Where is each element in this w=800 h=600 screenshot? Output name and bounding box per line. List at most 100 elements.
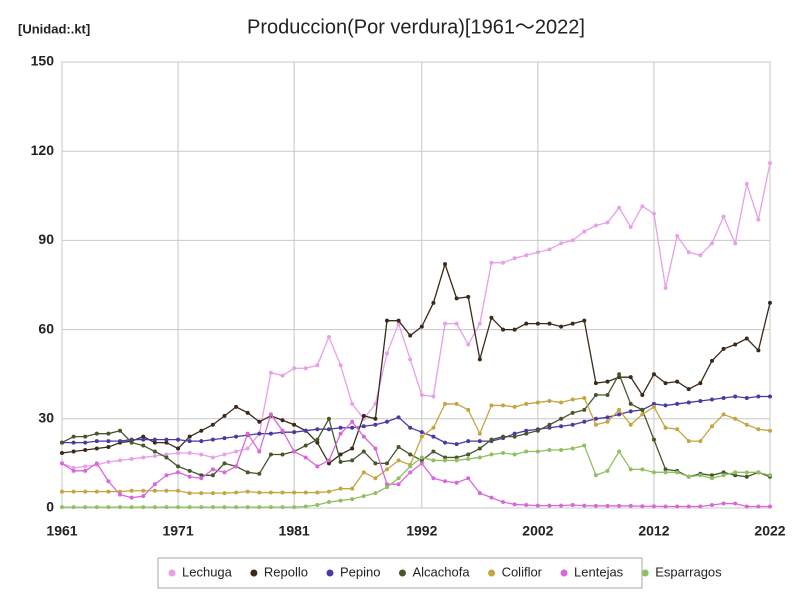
data-point: [768, 161, 772, 166]
data-point: [315, 437, 320, 442]
data-point: [489, 437, 494, 442]
data-point: [315, 503, 320, 508]
data-point: [129, 437, 134, 442]
data-point: [628, 401, 633, 406]
data-point: [350, 446, 355, 451]
y-tick-label: 120: [31, 142, 55, 158]
data-point: [744, 422, 749, 427]
data-point: [326, 458, 331, 463]
data-point: [187, 439, 192, 444]
data-point: [129, 495, 134, 500]
data-point: [582, 419, 587, 424]
data-point: [547, 503, 552, 508]
data-point: [477, 439, 482, 444]
data-point: [199, 476, 204, 481]
data-point: [419, 324, 424, 329]
data-point: [164, 488, 169, 493]
data-point: [292, 366, 297, 371]
data-point: [675, 379, 680, 384]
data-point: [152, 488, 157, 493]
data-point: [396, 482, 401, 487]
data-point: [118, 428, 123, 433]
data-point: [651, 404, 656, 409]
data-point: [768, 428, 772, 433]
data-point: [640, 393, 645, 398]
data-point: [373, 422, 378, 427]
data-point: [141, 488, 146, 493]
data-point: [698, 253, 703, 258]
data-point: [187, 505, 192, 510]
data-point: [292, 505, 297, 510]
data-point: [466, 456, 471, 461]
data-point: [234, 434, 239, 439]
data-point: [768, 300, 772, 305]
data-point: [118, 458, 123, 463]
data-point: [60, 461, 64, 466]
data-point: [164, 452, 169, 457]
legend-label: Coliflor: [502, 564, 543, 579]
data-point: [443, 262, 448, 267]
data-point: [60, 505, 64, 510]
data-point: [396, 445, 401, 450]
data-point: [686, 474, 691, 479]
data-point: [431, 458, 436, 463]
data-point: [350, 458, 355, 463]
data-point: [593, 503, 598, 508]
data-point: [768, 473, 772, 478]
data-point: [512, 452, 517, 457]
data-point: [617, 503, 622, 508]
data-point: [593, 473, 598, 478]
data-point: [605, 415, 610, 420]
data-point: [257, 431, 262, 436]
data-point: [733, 470, 738, 475]
data-point: [698, 439, 703, 444]
data-point: [640, 467, 645, 472]
data-point: [245, 470, 250, 475]
data-point: [268, 431, 273, 436]
data-point: [547, 425, 552, 430]
data-point: [431, 394, 436, 399]
data-point: [361, 434, 366, 439]
data-point: [663, 425, 668, 430]
data-point: [512, 327, 517, 332]
data-point: [408, 470, 413, 475]
data-point: [199, 452, 204, 457]
data-point: [466, 407, 471, 412]
data-point: [245, 431, 250, 436]
data-point: [338, 431, 343, 436]
data-point: [419, 458, 424, 463]
data-point: [257, 471, 262, 476]
data-point: [721, 395, 726, 400]
data-point: [489, 315, 494, 320]
data-point: [593, 416, 598, 421]
data-point: [350, 486, 355, 491]
data-point: [280, 452, 285, 457]
data-point: [419, 393, 424, 398]
data-point: [326, 489, 331, 494]
data-point: [651, 504, 656, 509]
data-point: [384, 461, 389, 466]
data-point: [106, 459, 111, 464]
series-line: [62, 397, 771, 494]
data-point: [477, 431, 482, 436]
legend-marker: [488, 569, 496, 577]
data-point: [199, 439, 204, 444]
data-point: [709, 358, 714, 363]
data-point: [118, 505, 123, 510]
data-point: [338, 363, 343, 368]
data-point: [187, 491, 192, 496]
data-point: [222, 491, 227, 496]
data-point: [315, 490, 320, 495]
data-point: [663, 381, 668, 386]
data-point: [129, 505, 134, 510]
data-point: [454, 401, 459, 406]
data-point: [152, 453, 157, 458]
data-point: [593, 393, 598, 398]
data-point: [663, 403, 668, 408]
data-point: [582, 318, 587, 323]
x-tick-label: 1981: [279, 523, 310, 539]
data-point: [141, 434, 146, 439]
data-point: [257, 490, 262, 495]
data-point: [234, 449, 239, 454]
data-point: [245, 446, 250, 451]
